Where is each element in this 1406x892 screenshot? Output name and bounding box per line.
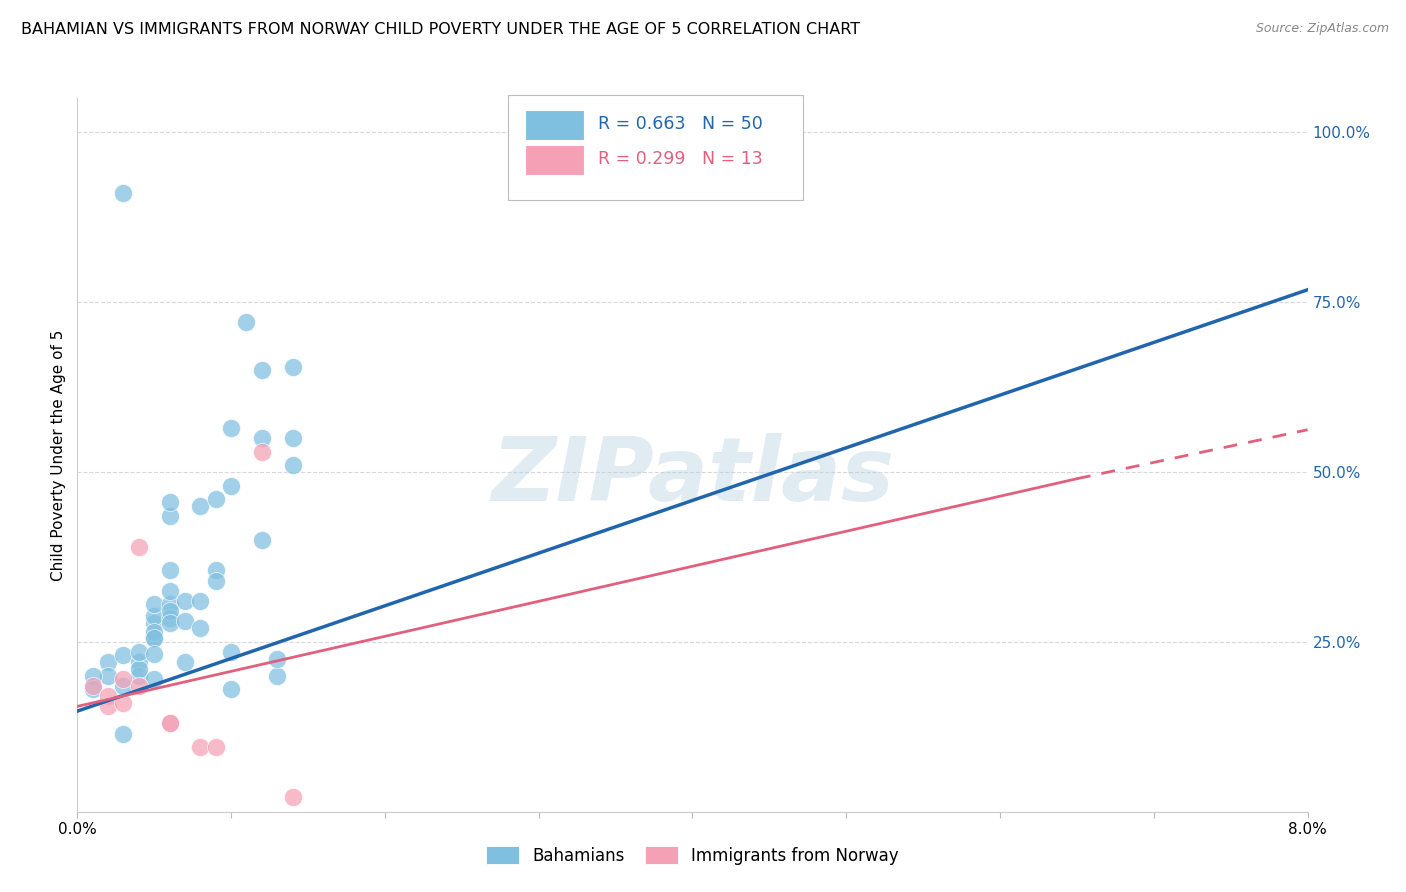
Point xyxy=(112,648,135,663)
Y-axis label: Child Poverty Under the Age of 5: Child Poverty Under the Age of 5 xyxy=(51,329,66,581)
Point xyxy=(204,492,226,507)
Point xyxy=(128,645,150,659)
Text: Source: ZipAtlas.com: Source: ZipAtlas.com xyxy=(1256,22,1389,36)
Point xyxy=(82,682,104,697)
Point xyxy=(82,679,104,693)
Point xyxy=(97,699,120,714)
Point xyxy=(159,611,181,625)
Point xyxy=(204,740,226,755)
Point xyxy=(143,615,166,630)
Text: BAHAMIAN VS IMMIGRANTS FROM NORWAY CHILD POVERTY UNDER THE AGE OF 5 CORRELATION : BAHAMIAN VS IMMIGRANTS FROM NORWAY CHILD… xyxy=(21,22,860,37)
Point xyxy=(188,740,212,755)
Point xyxy=(82,669,104,683)
Text: R = 0.299   N = 13: R = 0.299 N = 13 xyxy=(598,151,762,169)
Point xyxy=(143,598,166,612)
Point xyxy=(128,669,150,683)
Point xyxy=(97,689,120,703)
Point xyxy=(143,609,166,624)
FancyBboxPatch shape xyxy=(526,145,585,175)
Point xyxy=(281,431,304,445)
Point xyxy=(128,540,150,554)
FancyBboxPatch shape xyxy=(508,95,803,200)
Point xyxy=(159,583,181,598)
Point xyxy=(219,682,242,697)
Point xyxy=(159,509,181,524)
Point xyxy=(219,421,242,435)
FancyBboxPatch shape xyxy=(526,110,585,139)
Legend: Bahamians, Immigrants from Norway: Bahamians, Immigrants from Norway xyxy=(479,839,905,871)
Point xyxy=(128,662,150,676)
Point xyxy=(266,652,288,666)
Point xyxy=(204,574,226,588)
Point xyxy=(128,679,150,693)
Point xyxy=(128,655,150,669)
Point xyxy=(250,363,273,377)
Point xyxy=(235,315,257,329)
Point xyxy=(159,615,181,630)
Point xyxy=(281,458,304,472)
Point xyxy=(188,594,212,608)
Point xyxy=(112,726,135,740)
Point xyxy=(281,789,304,804)
Point xyxy=(112,672,135,686)
Point xyxy=(112,186,135,201)
Point xyxy=(159,495,181,509)
Point xyxy=(204,564,226,578)
Point xyxy=(143,632,166,646)
Point xyxy=(188,621,212,635)
Point xyxy=(281,359,304,374)
Point xyxy=(266,669,288,683)
Point xyxy=(219,645,242,659)
Point xyxy=(97,655,120,669)
Point xyxy=(219,478,242,492)
Point xyxy=(159,564,181,578)
Point xyxy=(143,647,166,661)
Point xyxy=(159,716,181,731)
Point xyxy=(250,444,273,458)
Point xyxy=(143,672,166,686)
Point xyxy=(143,624,166,639)
Point xyxy=(174,615,197,629)
Point xyxy=(97,669,120,683)
Point xyxy=(112,696,135,710)
Text: ZIPatlas: ZIPatlas xyxy=(491,433,894,520)
Point xyxy=(188,499,212,513)
Point xyxy=(112,679,135,693)
Point xyxy=(143,632,166,646)
Point xyxy=(250,533,273,547)
Point xyxy=(174,594,197,608)
Point xyxy=(159,716,181,731)
Point xyxy=(159,604,181,618)
Text: R = 0.663   N = 50: R = 0.663 N = 50 xyxy=(598,115,762,133)
Point xyxy=(159,598,181,612)
Point xyxy=(174,655,197,669)
Point xyxy=(250,431,273,445)
